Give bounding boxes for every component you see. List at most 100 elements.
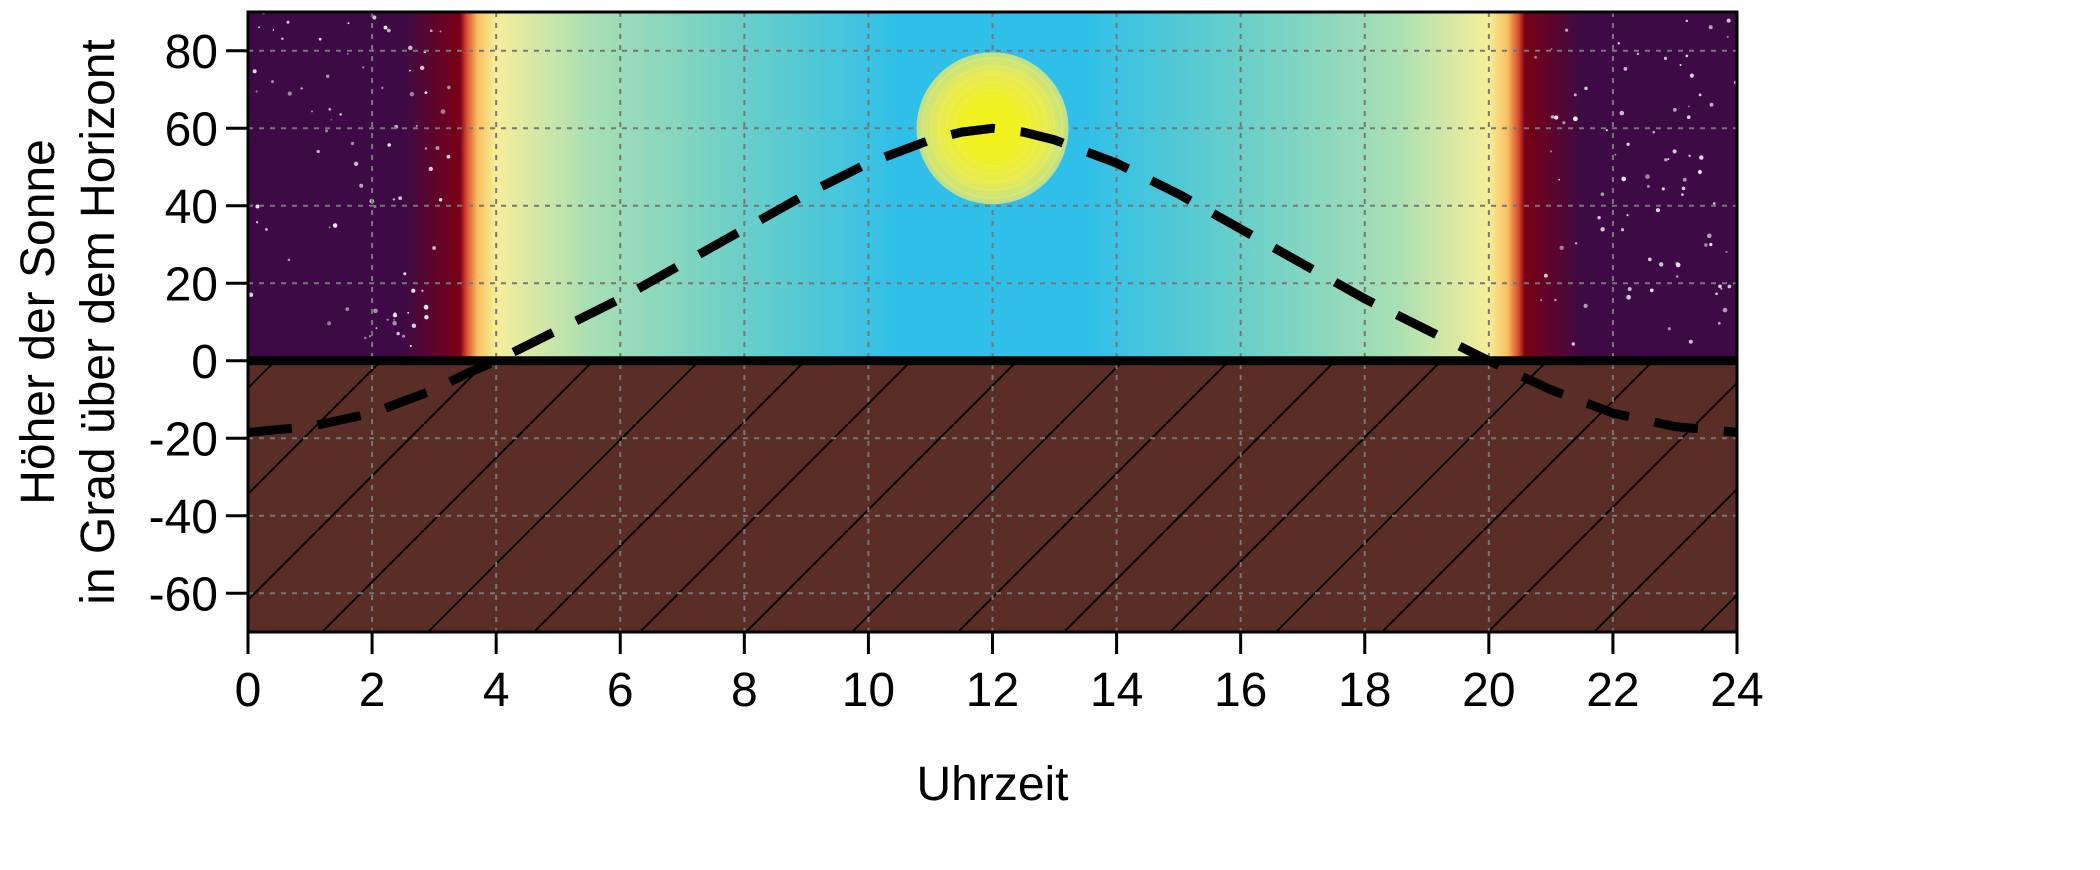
star bbox=[407, 311, 410, 314]
y-axis-title-line-2: in Grad über dem Horizont bbox=[72, 39, 125, 605]
star bbox=[281, 37, 284, 41]
star bbox=[1647, 257, 1652, 262]
star bbox=[1571, 342, 1576, 346]
star bbox=[373, 308, 378, 314]
star bbox=[1689, 73, 1694, 78]
star bbox=[1619, 110, 1625, 116]
star bbox=[287, 91, 292, 96]
star bbox=[435, 146, 440, 150]
star bbox=[1688, 154, 1691, 157]
star bbox=[396, 331, 400, 336]
star bbox=[446, 154, 451, 159]
star bbox=[411, 323, 417, 329]
star bbox=[1600, 227, 1605, 232]
x-tick-label: 18 bbox=[1338, 664, 1391, 717]
star bbox=[1661, 187, 1665, 191]
sun-elevation-line bbox=[248, 123, 1737, 437]
y-tick-label: -20 bbox=[149, 413, 218, 466]
star bbox=[359, 183, 364, 188]
star bbox=[364, 336, 367, 340]
star bbox=[1704, 243, 1708, 247]
star bbox=[1597, 215, 1601, 220]
star bbox=[1675, 275, 1679, 278]
star bbox=[1549, 150, 1553, 153]
y-tick-label: 40 bbox=[165, 181, 218, 234]
star bbox=[440, 109, 446, 114]
star bbox=[439, 30, 442, 33]
star bbox=[432, 246, 436, 250]
x-tick-label: 0 bbox=[235, 664, 262, 717]
star bbox=[1658, 262, 1664, 267]
y-tick-label: -60 bbox=[149, 568, 218, 621]
star bbox=[409, 91, 415, 97]
star bbox=[1565, 28, 1569, 32]
star bbox=[1682, 177, 1687, 182]
star bbox=[272, 29, 275, 31]
star bbox=[1562, 121, 1566, 125]
star bbox=[339, 113, 342, 116]
star bbox=[300, 87, 303, 90]
star bbox=[287, 258, 291, 262]
star bbox=[1727, 284, 1732, 289]
star bbox=[1718, 284, 1722, 289]
star bbox=[1626, 214, 1629, 217]
star bbox=[264, 227, 268, 231]
star bbox=[1617, 42, 1620, 45]
star bbox=[1646, 184, 1650, 188]
star bbox=[1698, 93, 1702, 97]
star bbox=[401, 334, 406, 338]
star bbox=[1600, 192, 1605, 196]
star bbox=[328, 226, 331, 229]
star bbox=[408, 45, 413, 51]
star bbox=[1550, 115, 1555, 119]
star bbox=[424, 91, 428, 94]
star bbox=[1636, 52, 1640, 56]
star bbox=[1584, 86, 1588, 91]
star bbox=[311, 110, 313, 113]
x-axis: 0 2 4 6 8 10 12 14 16 18 20 22 24 bbox=[235, 630, 1764, 717]
x-tick-label: 4 bbox=[483, 664, 510, 717]
star bbox=[1559, 245, 1564, 251]
star bbox=[438, 198, 443, 202]
star bbox=[325, 74, 330, 79]
sun-ring bbox=[953, 89, 1032, 168]
y-tick-label: 60 bbox=[165, 103, 218, 156]
x-tick-label: 20 bbox=[1462, 664, 1515, 717]
star bbox=[1709, 102, 1714, 107]
star bbox=[447, 85, 451, 90]
sun-ring bbox=[937, 73, 1048, 184]
star bbox=[1573, 93, 1577, 97]
star bbox=[1725, 250, 1728, 253]
star bbox=[1664, 158, 1668, 162]
star bbox=[1699, 155, 1704, 160]
star bbox=[1697, 169, 1702, 175]
star bbox=[328, 107, 332, 111]
star bbox=[327, 321, 332, 326]
star bbox=[353, 161, 359, 166]
star bbox=[1685, 19, 1689, 23]
star bbox=[1554, 298, 1557, 302]
star bbox=[1672, 107, 1677, 112]
x-tick-label: 8 bbox=[731, 664, 758, 717]
star bbox=[347, 22, 350, 25]
star bbox=[255, 204, 260, 209]
plot-area bbox=[248, 12, 1737, 632]
y-tick-label: 0 bbox=[191, 336, 218, 389]
x-tick-label: 10 bbox=[842, 664, 895, 717]
star bbox=[424, 314, 429, 320]
star bbox=[1708, 25, 1713, 30]
star bbox=[373, 205, 377, 208]
star bbox=[1550, 48, 1553, 51]
star bbox=[1717, 321, 1721, 325]
star bbox=[411, 288, 416, 293]
star bbox=[1679, 64, 1682, 66]
star bbox=[428, 166, 433, 172]
star bbox=[393, 319, 395, 321]
stars bbox=[248, 12, 1737, 348]
star bbox=[421, 289, 424, 292]
star bbox=[1667, 327, 1671, 331]
x-tick-label: 22 bbox=[1586, 664, 1639, 717]
star bbox=[403, 272, 407, 276]
star bbox=[1627, 287, 1632, 291]
